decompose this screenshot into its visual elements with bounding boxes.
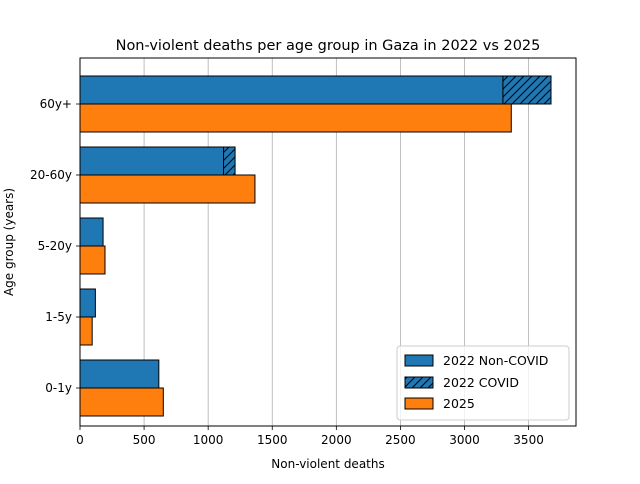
bar-2025 [79,245,106,275]
bar-2022-covid [223,146,236,176]
bar-2022-non-covid [79,359,160,389]
bar-2022-non-covid [79,146,225,176]
x-tick-label: 1500 [257,433,288,447]
bar-2022-covid [502,75,552,105]
bar-2025 [79,316,93,346]
chart-title: Non-violent deaths per age group in Gaza… [116,38,541,54]
bar-2025 [79,174,256,204]
bar-2022-non-covid [79,288,96,318]
legend-item-2022-non-covid-swatch [404,354,434,367]
legend-item-2025-swatch [404,397,434,410]
legend-item-2022-covid-swatch [404,376,434,389]
legend-item-2022-non-covid-label: 2022 Non-COVID [443,353,548,368]
y-tick-label: 60y+ [40,97,72,111]
bar-2022-non-covid [79,75,504,105]
bar-2022-non-covid [79,217,104,247]
y-axis-label: Age group (years) [2,188,16,296]
x-tick-label: 3500 [513,433,544,447]
x-axis-ticks: 0 500 1000 1500 2000 2500 3000 3500 [76,426,544,447]
plot-frame [79,57,577,427]
y-tick-label: 0-1y [45,381,72,395]
y-tick-label: 1-5y [45,310,72,324]
bar-2025 [79,103,512,133]
x-tick-label: 500 [133,433,156,447]
x-tick-label: 0 [76,433,84,447]
legend: 2022 Non-COVID 2022 COVID 2025 [396,345,570,421]
y-axis-ticks: 0-1y 1-5y 5-20y 20-60y 60y+ [30,97,80,395]
bars [79,75,552,417]
legend-item-2022-covid-label: 2022 COVID [443,375,519,390]
y-tick-label: 20-60y [30,168,72,182]
x-tick-label: 2500 [385,433,416,447]
bar-2025 [79,387,164,417]
x-tick-label: 2000 [321,433,352,447]
x-tick-label: 1000 [193,433,224,447]
x-axis-label: Non-violent deaths [271,457,384,471]
legend-item-2025-label: 2025 [443,396,475,411]
y-tick-label: 5-20y [38,239,72,253]
legend-box [396,345,570,421]
x-tick-label: 3000 [449,433,480,447]
